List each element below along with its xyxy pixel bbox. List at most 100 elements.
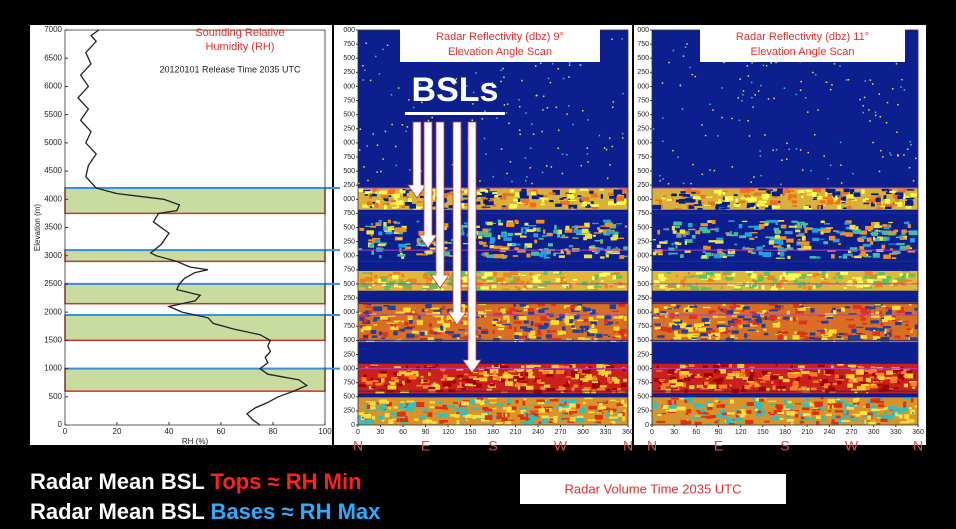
radar-speckle	[875, 115, 877, 117]
radar-speckle	[721, 364, 728, 366]
radar-speckle	[742, 221, 747, 222]
radar-speckle	[910, 193, 917, 196]
radar-speckle	[668, 328, 671, 329]
radar-speckle	[820, 231, 823, 234]
radar-speckle	[760, 155, 762, 157]
radar-speckle	[759, 398, 764, 401]
radar-speckle	[592, 381, 598, 383]
radar-speckle	[653, 317, 659, 319]
radar-speckle	[869, 120, 871, 122]
radar-speckle	[671, 398, 679, 400]
radar-speckle	[770, 62, 772, 64]
radar-speckle	[797, 189, 804, 193]
radar-speckle	[809, 337, 815, 340]
radar-speckle	[812, 273, 820, 276]
y-tick-label: 500	[343, 337, 355, 344]
radar-speckle	[866, 403, 870, 408]
radar-speckle	[427, 271, 435, 272]
radar-speckle	[608, 382, 611, 384]
x-tick-label: 40	[165, 427, 174, 436]
radar-speckle	[741, 369, 745, 373]
radar-speckle	[498, 223, 503, 226]
radar-speckle	[882, 231, 890, 235]
radar-speckle	[743, 377, 749, 380]
radar-speckle	[621, 383, 627, 387]
radar-speckle	[694, 204, 702, 206]
radar-speckle	[541, 204, 545, 206]
radar-speckle	[662, 197, 666, 199]
radar-speckle	[542, 371, 549, 374]
radar-speckle	[370, 272, 373, 276]
radar-speckle	[826, 227, 833, 228]
radar-speckle	[500, 70, 502, 72]
radar-speckle	[674, 208, 682, 209]
radar-speckle	[502, 206, 506, 207]
radar-speckle	[847, 206, 851, 209]
radar-speckle	[709, 311, 712, 314]
radar-speckle	[691, 334, 699, 336]
radar-speckle	[830, 404, 832, 408]
radar-speckle	[768, 98, 770, 100]
radar-speckle	[712, 380, 715, 381]
radar-speckle	[380, 276, 389, 278]
radar-speckle	[888, 222, 893, 223]
radar-speckle	[660, 311, 666, 313]
radar-speckle	[575, 306, 581, 308]
radar-speckle	[473, 408, 479, 410]
radar-speckle	[745, 271, 752, 273]
footer-prefix: Radar Mean BSL	[30, 499, 204, 524]
x-tick-label: 60	[692, 429, 700, 436]
radar-speckle	[897, 196, 902, 199]
radar-speckle	[905, 198, 914, 199]
radar-speckle	[676, 382, 683, 386]
radar-speckle	[912, 387, 915, 389]
radar-speckle	[843, 196, 846, 200]
radar-speckle	[754, 405, 762, 408]
radar-speckle	[798, 308, 806, 311]
compass-label: E	[421, 438, 430, 454]
radar-speckle	[657, 230, 660, 235]
radar-speckle	[564, 402, 566, 404]
radar-speckle	[913, 180, 915, 182]
radar-speckle	[709, 169, 711, 171]
radar-speckle	[431, 308, 440, 310]
radar-speckle	[394, 320, 401, 322]
radar-speckle	[622, 137, 624, 139]
radar-speckle	[875, 373, 884, 375]
radar-speckle	[568, 200, 577, 201]
radar-speckle	[487, 389, 492, 391]
radar-speckle	[793, 194, 797, 198]
radar-speckle	[496, 118, 498, 120]
radar-speckle	[386, 198, 388, 201]
radar-speckle	[616, 202, 625, 205]
radar-speckle	[484, 401, 487, 403]
radar-speckle	[810, 170, 812, 172]
radar-speckle	[408, 198, 412, 202]
radar-speckle	[566, 113, 568, 115]
radar-speckle	[750, 372, 755, 376]
radar-speckle	[547, 233, 553, 236]
radar-speckle	[514, 321, 522, 323]
radar-speckle	[430, 401, 435, 404]
radar-speckle	[900, 276, 905, 280]
radar-speckle	[498, 336, 502, 338]
radar-speckle	[366, 145, 368, 147]
radar-speckle	[900, 86, 902, 88]
radar-speckle	[786, 239, 794, 243]
radar-speckle	[537, 330, 541, 334]
radar-speckle	[884, 378, 887, 380]
radar-speckle	[717, 405, 725, 408]
radar-speckle	[610, 410, 613, 415]
x-tick-label: 240	[532, 429, 544, 436]
radar-speckle	[883, 326, 891, 328]
radar-speckle	[526, 176, 528, 178]
radar-speckle	[716, 381, 722, 385]
radar-speckle	[408, 99, 410, 101]
radar-speckle	[748, 330, 755, 331]
radar-speckle	[791, 221, 797, 223]
radar-speckle	[497, 321, 503, 323]
radar-speckle	[597, 370, 606, 371]
radar-speckle	[822, 419, 826, 422]
radar-speckle	[789, 226, 798, 228]
radar-speckle	[579, 330, 588, 331]
